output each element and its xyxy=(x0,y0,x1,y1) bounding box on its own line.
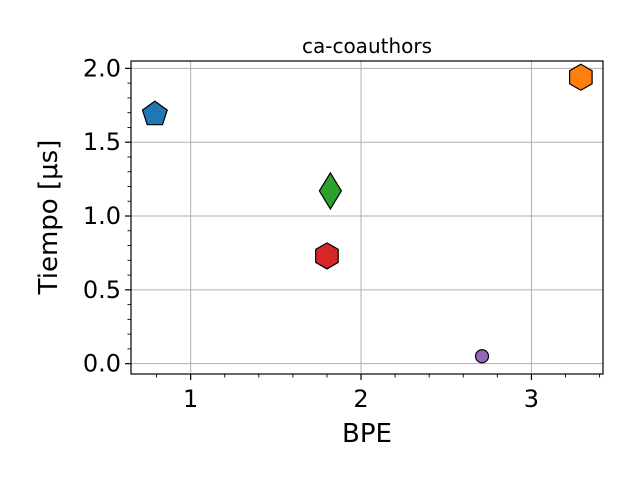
data-point-diamond xyxy=(318,171,343,211)
data-point-hexagon xyxy=(568,63,593,91)
y-tick-label: 2.0 xyxy=(83,54,121,82)
data-points xyxy=(141,63,593,364)
x-axis-label: BPE xyxy=(342,419,392,449)
y-tick-label: 0.0 xyxy=(83,350,121,378)
x-tick-label: 3 xyxy=(524,385,539,413)
chart-title: ca-coauthors xyxy=(302,34,432,58)
plot-frame xyxy=(130,60,604,375)
data-point-pentagon xyxy=(141,100,168,126)
x-tick-label: 1 xyxy=(183,385,198,413)
y-tick-label: 1.0 xyxy=(83,202,121,230)
data-point-hexagon xyxy=(315,242,339,270)
y-axis-label: Tiempo [μs] xyxy=(34,140,64,296)
ticks: 1 2 3 0.0 0.5 1.0 1.5 2.0 xyxy=(83,54,539,413)
y-tick-label: 0.5 xyxy=(83,276,121,304)
data-point-circle xyxy=(474,349,490,364)
y-tick-label: 1.5 xyxy=(83,128,121,156)
x-tick-label: 2 xyxy=(353,385,368,413)
grid xyxy=(131,61,603,374)
minor-ticks xyxy=(127,82,601,378)
